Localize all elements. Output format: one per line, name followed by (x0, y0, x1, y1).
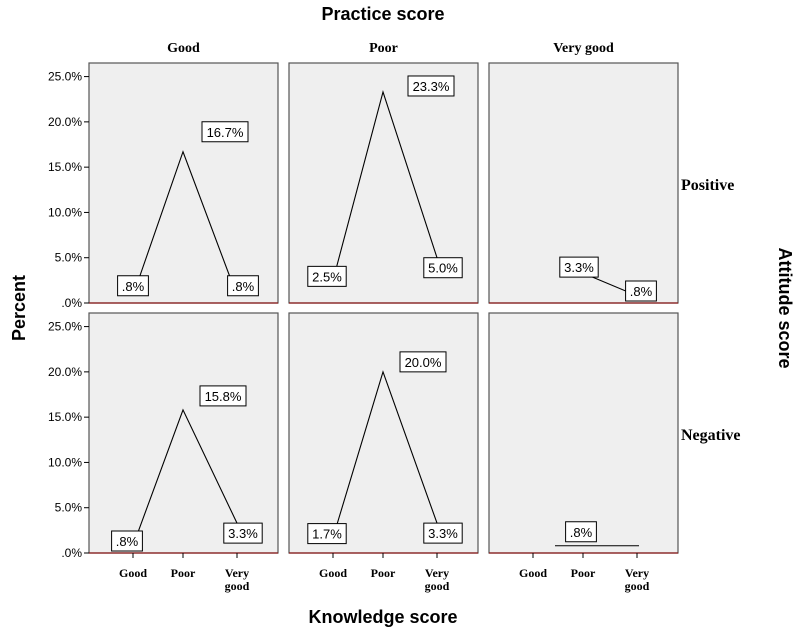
x-axis-title: Knowledge score (308, 607, 457, 627)
y-tick-label: 10.0% (48, 205, 82, 219)
series-line (332, 90, 438, 281)
panel-negative-1 (288, 312, 479, 554)
row-header: Negative (681, 427, 741, 444)
data-label-box (117, 275, 149, 297)
data-label-box (625, 280, 657, 302)
x-tick-label: Very (225, 566, 249, 580)
data-label-box (423, 522, 463, 544)
y-tick-label: .0% (61, 296, 82, 310)
data-label: 3.3% (228, 526, 258, 541)
x-tick-label: Good (519, 566, 547, 580)
y-tick-label: .0% (61, 546, 82, 560)
chart-title: Practice score (321, 4, 444, 24)
x-tick-label: Poor (571, 566, 596, 580)
y-tick-label: 25.0% (48, 320, 82, 334)
data-label-box (111, 530, 143, 552)
panel-positive-0 (88, 62, 279, 304)
data-label-box (565, 521, 597, 543)
y-tick-label: 5.0% (55, 251, 83, 265)
data-label-box (559, 256, 599, 278)
y-tick-label: 25.0% (48, 70, 82, 84)
y-tick-label: 5.0% (55, 501, 83, 515)
data-label-box (307, 265, 347, 287)
data-label-box (201, 121, 249, 143)
data-label: 3.3% (428, 526, 458, 541)
data-label-box (423, 257, 463, 279)
x-tick-label: Very (425, 566, 449, 580)
series-line (132, 150, 238, 296)
x-tick-label: Very (625, 566, 649, 580)
data-label-box (407, 75, 455, 97)
data-label: 2.5% (312, 269, 342, 284)
data-label-box (199, 385, 247, 407)
data-label: .8% (570, 525, 593, 540)
panel-negative-2 (488, 312, 679, 554)
data-label: 5.0% (428, 261, 458, 276)
x-tick-label: good (425, 579, 450, 593)
row-axis-title: Attitude score (775, 247, 795, 368)
y-tick-label: 20.0% (48, 115, 82, 129)
data-label: .8% (122, 279, 145, 294)
column-header: Poor (369, 41, 398, 56)
data-label: 23.3% (413, 79, 450, 94)
y-tick-label: 10.0% (48, 455, 82, 469)
data-label-box (307, 523, 347, 545)
row-header: Positive (681, 177, 734, 194)
x-tick-label: good (625, 579, 650, 593)
y-axis-title: Percent (9, 275, 29, 341)
data-label: 3.3% (564, 260, 594, 275)
x-tick-label: Good (119, 566, 147, 580)
data-label: .8% (630, 284, 653, 299)
data-label: .8% (232, 279, 255, 294)
y-tick-label: 20.0% (48, 365, 82, 379)
x-tick-label: Poor (371, 566, 396, 580)
data-label-box (227, 275, 259, 297)
data-label: 20.0% (405, 355, 442, 370)
data-label: .8% (116, 534, 139, 549)
column-header: Good (167, 41, 200, 56)
x-tick-label: good (225, 579, 250, 593)
data-label: 15.8% (205, 389, 242, 404)
series-line (132, 408, 238, 546)
panel-negative-0 (88, 312, 279, 554)
data-label-box (223, 522, 263, 544)
y-tick-label: 15.0% (48, 410, 82, 424)
y-tick-label: 15.0% (48, 160, 82, 174)
column-header: Very good (553, 41, 614, 56)
data-label: 1.7% (312, 527, 342, 542)
data-label: 16.7% (207, 125, 244, 140)
x-tick-label: Good (319, 566, 347, 580)
x-tick-label: Poor (171, 566, 196, 580)
data-label-box (399, 351, 447, 373)
series-line (332, 370, 438, 538)
